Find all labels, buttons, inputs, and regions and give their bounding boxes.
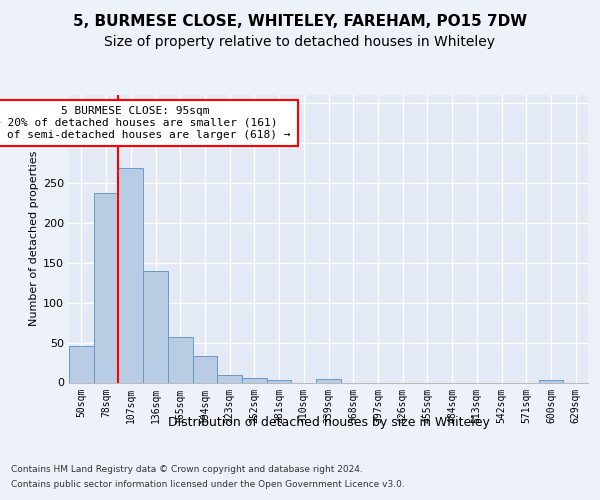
Bar (143, 272, 168, 382)
Text: 5, BURMESE CLOSE, WHITELEY, FAREHAM, PO15 7DW: 5, BURMESE CLOSE, WHITELEY, FAREHAM, PO1… (73, 14, 527, 29)
Bar (193, 356, 217, 382)
Bar (69, 346, 94, 383)
Bar (217, 376, 242, 382)
Text: 5 BURMESE CLOSE: 95sqm
← 20% of detached houses are smaller (161)
78% of semi-de: 5 BURMESE CLOSE: 95sqm ← 20% of detached… (0, 106, 291, 140)
Bar (267, 380, 292, 382)
Bar (118, 168, 143, 382)
Text: Contains public sector information licensed under the Open Government Licence v3: Contains public sector information licen… (11, 480, 404, 489)
Text: Contains HM Land Registry data © Crown copyright and database right 2024.: Contains HM Land Registry data © Crown c… (11, 465, 362, 474)
Y-axis label: Number of detached properties: Number of detached properties (29, 151, 39, 326)
Bar (168, 337, 193, 382)
Bar (242, 378, 267, 382)
Bar (94, 193, 118, 382)
Text: Distribution of detached houses by size in Whiteley: Distribution of detached houses by size … (168, 416, 490, 429)
Bar (316, 380, 341, 382)
Bar (539, 380, 563, 382)
Text: Size of property relative to detached houses in Whiteley: Size of property relative to detached ho… (104, 35, 496, 49)
